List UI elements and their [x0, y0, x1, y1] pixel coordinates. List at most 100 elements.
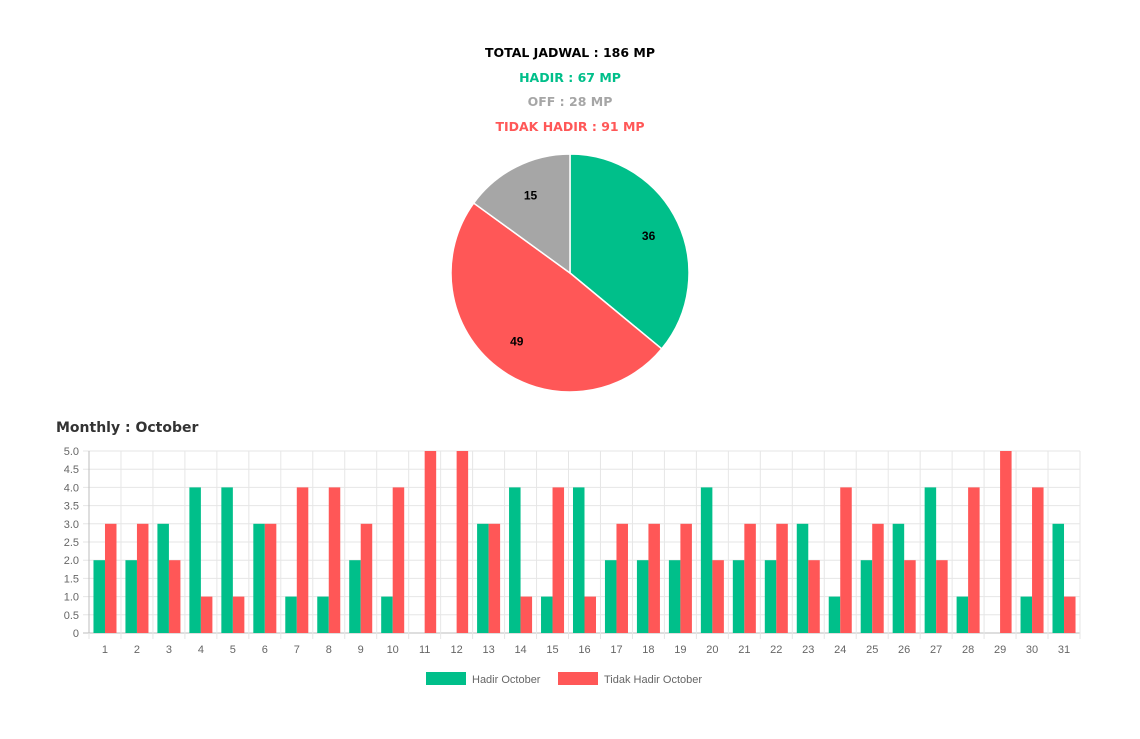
- tidak-hadir-bar-day-13: [488, 523, 501, 633]
- hadir-bar-day-22: [764, 560, 777, 633]
- tidak-hadir-bar-day-17: [616, 523, 628, 633]
- x-tick-label: 12: [451, 644, 463, 656]
- hadir-bar-day-16: [572, 487, 585, 633]
- hadir-bar-day-21: [732, 560, 745, 633]
- tidak-hadir-bar-day-26: [904, 560, 916, 633]
- hadir-bar-day-19: [668, 560, 681, 633]
- x-tick-label: 29: [994, 644, 1006, 656]
- hadir-bar-day-2: [125, 560, 137, 633]
- hadir-bar-day-8: [317, 596, 329, 633]
- legend-label-tidak-hadir: Tidak Hadir October: [604, 674, 702, 686]
- x-tick-label: 5: [230, 644, 236, 656]
- tidak-hadir-bar-day-14: [520, 596, 533, 633]
- hadir-bar-day-20: [700, 487, 713, 633]
- pie-slice-off: [472, 153, 571, 275]
- x-tick-label: 6: [262, 644, 268, 656]
- tidak-hadir-bar-day-10: [392, 487, 405, 633]
- x-tick-label: 1: [102, 644, 108, 656]
- hadir-bar-day-5: [221, 487, 233, 633]
- tidak-hadir-bar-day-16: [584, 596, 597, 633]
- x-tick-label: 13: [482, 644, 494, 656]
- x-tick-label: 14: [514, 644, 526, 656]
- tidak-hadir-bar-day-22: [776, 523, 788, 633]
- y-tick-label: 2.5: [64, 537, 79, 549]
- x-tick-label: 8: [326, 644, 332, 656]
- tidak-hadir-bar-day-9: [360, 523, 373, 633]
- y-tick-label: 4.5: [64, 464, 79, 476]
- tidak-hadir-bar-day-24: [840, 487, 852, 633]
- pie-slice-value-label: 15: [524, 189, 538, 203]
- hadir-bar-day-23: [796, 523, 809, 633]
- x-tick-label: 20: [706, 644, 718, 656]
- y-tick-label: 5.0: [64, 446, 79, 458]
- hadir-bar-day-27: [924, 487, 937, 633]
- x-tick-label: 21: [738, 644, 750, 656]
- hadir-bar-day-1: [93, 560, 105, 633]
- hadir-bar-day-25: [860, 560, 873, 633]
- x-tick-label: 10: [387, 644, 399, 656]
- tidak-hadir-bar-day-20: [712, 560, 724, 633]
- x-tick-label: 4: [198, 644, 204, 656]
- x-tick-label: 11: [419, 644, 430, 656]
- x-tick-label: 18: [642, 644, 654, 656]
- hadir-bar-day-26: [892, 523, 905, 633]
- tidak-hadir-bar-day-7: [296, 487, 309, 633]
- pie-slice-hadir: [569, 153, 690, 350]
- off-summary-label: OFF : 28 MP: [527, 94, 613, 109]
- tidak-hadir-bar-day-8: [328, 487, 341, 633]
- tidak-hadir-bar-day-11: [424, 451, 437, 633]
- x-tick-label: 19: [674, 644, 686, 656]
- x-tick-label: 2: [134, 644, 140, 656]
- y-tick-label: 4.0: [64, 482, 79, 494]
- x-tick-label: 17: [610, 644, 622, 656]
- y-tick-label: 3.5: [64, 501, 79, 513]
- attendance-pie-chart: 36 49 15: [450, 153, 690, 393]
- x-tick-label: 15: [546, 644, 558, 656]
- tidak-hadir-summary-label: TIDAK HADIR : 91 MP: [495, 119, 645, 134]
- y-tick-label: 3.0: [64, 519, 79, 531]
- hadir-bar-day-4: [189, 487, 201, 633]
- x-tick-label: 24: [834, 644, 846, 656]
- tidak-hadir-bar-day-29: [1000, 451, 1012, 633]
- tidak-hadir-bar-day-15: [552, 487, 565, 633]
- tidak-hadir-bar-day-5: [232, 596, 245, 633]
- x-tick-label: 9: [358, 644, 364, 656]
- tidak-hadir-bar-day-12: [456, 451, 469, 633]
- hadir-bar-day-13: [477, 523, 489, 633]
- legend-swatch-tidak-hadir: [558, 672, 598, 685]
- hadir-summary-label: HADIR : 67 MP: [519, 70, 621, 85]
- x-tick-label: 27: [930, 644, 942, 656]
- x-tick-label: 23: [802, 644, 814, 656]
- x-tick-label: 30: [1026, 644, 1038, 656]
- hadir-bar-day-3: [157, 523, 169, 633]
- tidak-hadir-bar-day-30: [1032, 487, 1044, 633]
- hadir-bar-day-6: [253, 523, 265, 633]
- hadir-bar-day-7: [285, 596, 297, 633]
- hadir-bar-day-17: [604, 560, 617, 633]
- x-tick-label: 22: [770, 644, 782, 656]
- tidak-hadir-bar-day-18: [648, 523, 660, 633]
- total-jadwal-label: TOTAL JADWAL : 186 MP: [484, 45, 655, 60]
- tidak-hadir-bar-day-21: [744, 523, 756, 633]
- x-tick-label: 31: [1058, 644, 1070, 656]
- x-tick-label: 16: [578, 644, 590, 656]
- x-tick-label: 25: [866, 644, 878, 656]
- pie-slice-value-label: 49: [510, 335, 524, 349]
- y-tick-label: 0: [73, 628, 79, 640]
- tidak-hadir-bar-day-23: [808, 560, 820, 633]
- tidak-hadir-bar-day-3: [168, 560, 181, 633]
- tidak-hadir-bar-day-6: [264, 523, 277, 633]
- hadir-bar-day-30: [1020, 596, 1033, 633]
- pie-slice-value-label: 36: [642, 229, 656, 243]
- legend-label-hadir: Hadir October: [472, 674, 541, 686]
- y-tick-label: 1.0: [64, 592, 79, 604]
- tidak-hadir-bar-day-27: [936, 560, 948, 633]
- y-tick-label: 1.5: [64, 573, 79, 585]
- legend-swatch-hadir: [426, 672, 466, 685]
- tidak-hadir-bar-day-25: [872, 523, 884, 633]
- tidak-hadir-bar-day-19: [680, 523, 692, 633]
- hadir-bar-day-28: [956, 596, 969, 633]
- monthly-chart-title: Monthly : October: [56, 420, 199, 436]
- hadir-bar-day-10: [381, 596, 393, 633]
